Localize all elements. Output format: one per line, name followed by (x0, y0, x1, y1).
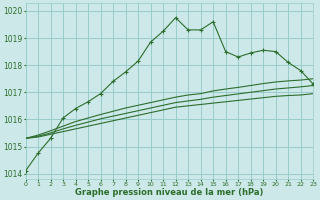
X-axis label: Graphe pression niveau de la mer (hPa): Graphe pression niveau de la mer (hPa) (75, 188, 264, 197)
